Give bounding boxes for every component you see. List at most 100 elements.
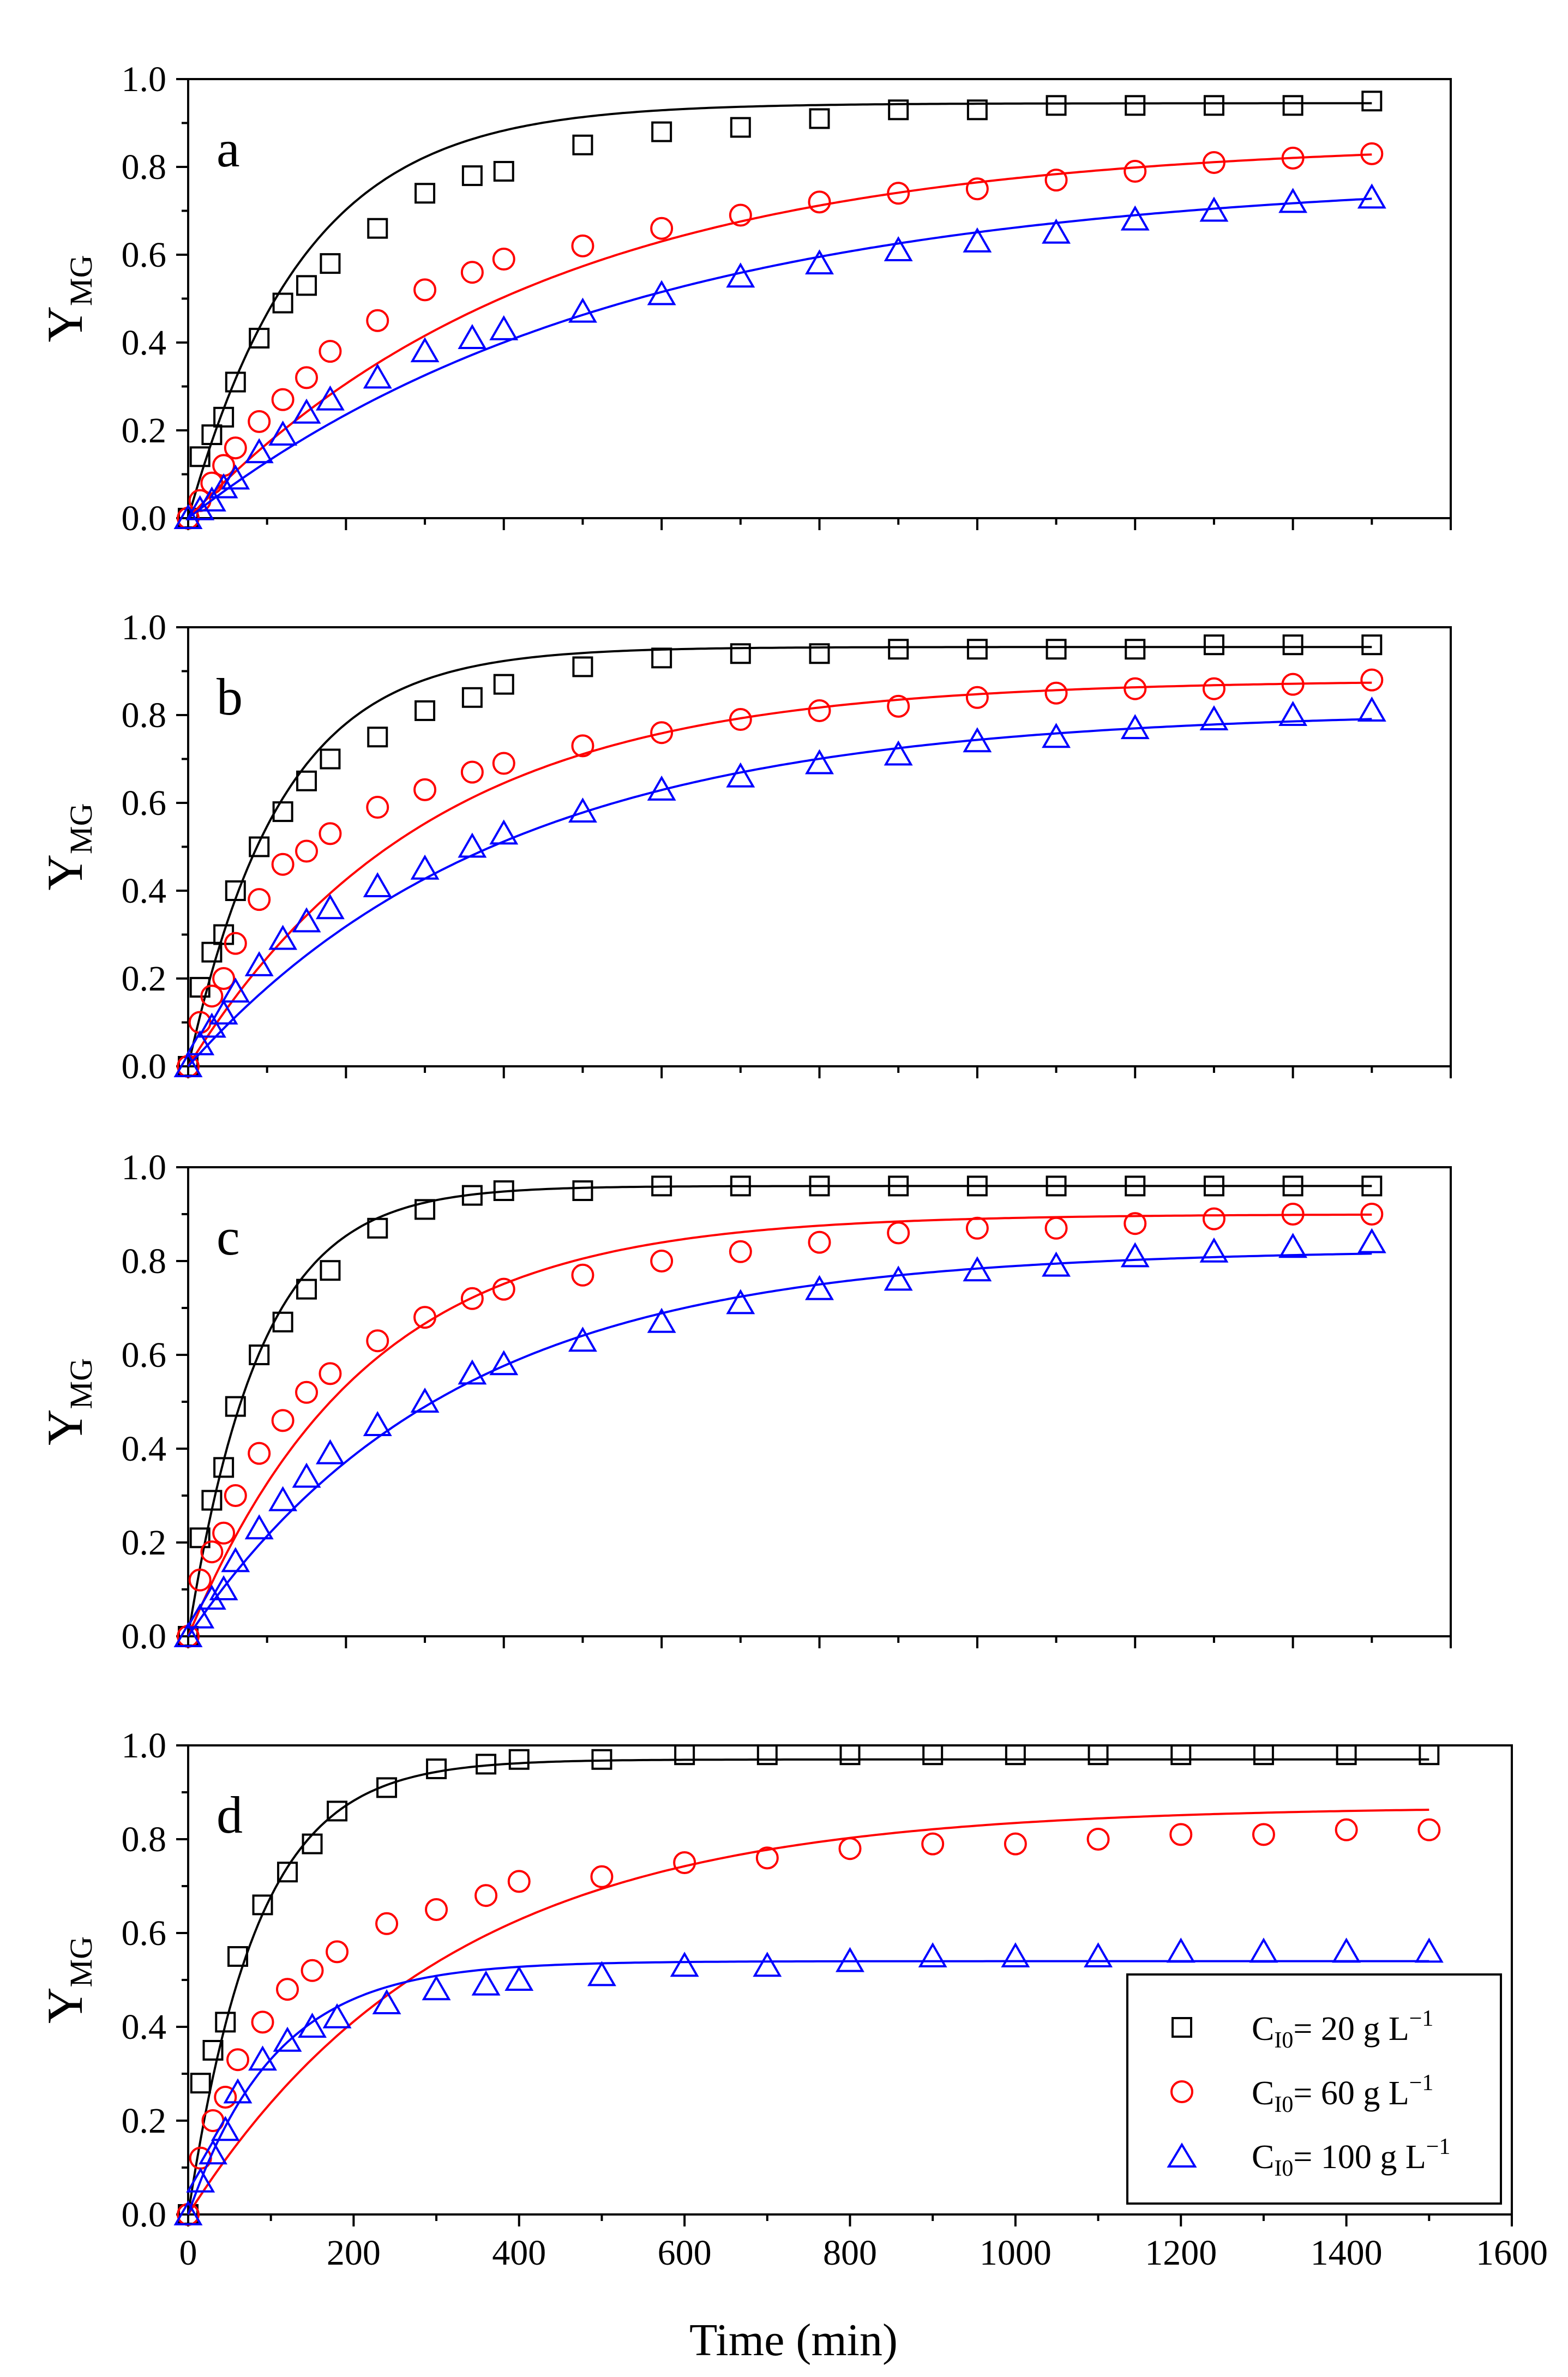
y-tick-label: 0.6 bbox=[122, 235, 167, 275]
y-tick-label: 0.2 bbox=[122, 411, 167, 451]
data-point bbox=[507, 1870, 531, 1893]
data-point bbox=[226, 2048, 250, 2072]
data-point bbox=[197, 1584, 226, 1610]
data-point bbox=[1282, 1175, 1303, 1197]
data-point bbox=[248, 410, 271, 433]
data-point bbox=[425, 1898, 448, 1921]
data-point bbox=[489, 1350, 519, 1376]
y-tick-label: 1.0 bbox=[122, 1726, 167, 1766]
y-axis-title-main: Y bbox=[37, 854, 93, 890]
data-point bbox=[320, 253, 341, 274]
data-point bbox=[213, 1457, 235, 1478]
data-point bbox=[888, 99, 909, 121]
y-tick-label: 0.2 bbox=[122, 1523, 167, 1563]
data-point bbox=[965, 1216, 989, 1240]
data-point bbox=[209, 999, 238, 1025]
data-point bbox=[590, 1865, 614, 1888]
fit-line bbox=[187, 153, 1372, 519]
data-point bbox=[1124, 677, 1147, 700]
data-point bbox=[1199, 1237, 1229, 1263]
data-point bbox=[1125, 1175, 1146, 1197]
y-axis-title-main: Y bbox=[37, 306, 93, 342]
data-point bbox=[292, 907, 321, 933]
data-point bbox=[1044, 1216, 1068, 1240]
data-point bbox=[292, 1462, 321, 1488]
data-point bbox=[1417, 1818, 1441, 1841]
data-point bbox=[884, 1265, 913, 1291]
data-point bbox=[729, 203, 752, 227]
legend-prefix: C bbox=[1252, 2010, 1274, 2048]
data-point bbox=[647, 280, 676, 305]
data-point bbox=[1336, 1744, 1357, 1766]
y-tick-label: 0.8 bbox=[122, 1820, 167, 1859]
data-point bbox=[808, 190, 831, 214]
x-tick-label: 0 bbox=[179, 2233, 197, 2273]
data-point bbox=[366, 309, 389, 332]
legend-text: = 20 g L bbox=[1293, 2010, 1409, 2048]
data-point bbox=[963, 727, 992, 753]
y-tick-label: 0.0 bbox=[122, 1617, 167, 1656]
data-point bbox=[372, 1989, 401, 2014]
data-point bbox=[173, 2200, 203, 2225]
y-tick-label: 0.8 bbox=[122, 147, 167, 187]
data-point bbox=[1088, 1744, 1109, 1766]
data-point bbox=[209, 1575, 238, 1600]
data-point bbox=[1202, 151, 1225, 174]
data-point bbox=[651, 1175, 672, 1197]
data-point bbox=[214, 2086, 237, 2109]
data-point bbox=[1202, 677, 1225, 700]
legend-label-20: CI0= 20 g L−1 bbox=[1252, 2006, 1433, 2053]
legend-sup: −1 bbox=[1426, 2134, 1451, 2159]
data-point bbox=[963, 1256, 992, 1282]
data-point bbox=[1046, 639, 1067, 660]
data-point bbox=[1360, 1203, 1384, 1226]
data-point bbox=[1335, 1818, 1358, 1841]
legend-sup: −1 bbox=[1409, 2070, 1434, 2096]
data-point bbox=[221, 977, 250, 1003]
data-point bbox=[756, 1744, 778, 1766]
y-tick-label: 0.0 bbox=[122, 499, 167, 538]
legend-label-100: CI0= 100 g L−1 bbox=[1252, 2134, 1450, 2181]
data-point bbox=[426, 1758, 447, 1779]
data-point bbox=[1281, 146, 1305, 170]
legend-sub: I0 bbox=[1274, 2028, 1293, 2053]
data-point bbox=[319, 822, 342, 845]
data-point bbox=[1001, 1942, 1030, 1967]
data-point bbox=[887, 694, 910, 718]
y-axis-title: YMG bbox=[37, 1358, 99, 1445]
x-tick-label: 400 bbox=[492, 2233, 546, 2273]
data-point bbox=[460, 1287, 484, 1310]
data-point bbox=[492, 1277, 515, 1301]
legend-circle-marker bbox=[1170, 2080, 1193, 2103]
data-point bbox=[1044, 169, 1068, 192]
data-point bbox=[1124, 160, 1147, 183]
x-tick-label: 1000 bbox=[980, 2233, 1052, 2273]
data-point bbox=[224, 1484, 247, 1507]
data-point bbox=[249, 327, 270, 349]
data-point bbox=[215, 2012, 236, 2033]
fit-line bbox=[187, 1809, 1429, 2216]
data-point bbox=[489, 819, 519, 845]
data-point bbox=[249, 1344, 270, 1365]
data-point bbox=[1046, 95, 1067, 116]
data-point bbox=[422, 1975, 451, 2001]
data-point bbox=[1357, 1228, 1386, 1253]
data-point bbox=[587, 1961, 616, 1986]
data-point bbox=[966, 99, 988, 121]
data-point bbox=[363, 1410, 392, 1436]
data-point bbox=[572, 656, 593, 677]
data-point bbox=[1360, 142, 1384, 165]
data-point bbox=[493, 1180, 514, 1201]
data-point bbox=[1414, 1937, 1444, 1963]
y-axis-title: YMG bbox=[37, 255, 99, 343]
data-point bbox=[492, 248, 515, 271]
data-point bbox=[1166, 1937, 1195, 1963]
data-point bbox=[1281, 673, 1305, 696]
fit-line bbox=[187, 1252, 1372, 1637]
legend-entry-60: CI0= 60 g L−1 bbox=[1170, 2070, 1434, 2117]
data-point bbox=[295, 366, 319, 389]
data-point bbox=[413, 1306, 437, 1329]
data-point bbox=[1252, 1823, 1275, 1846]
data-point bbox=[189, 977, 211, 998]
